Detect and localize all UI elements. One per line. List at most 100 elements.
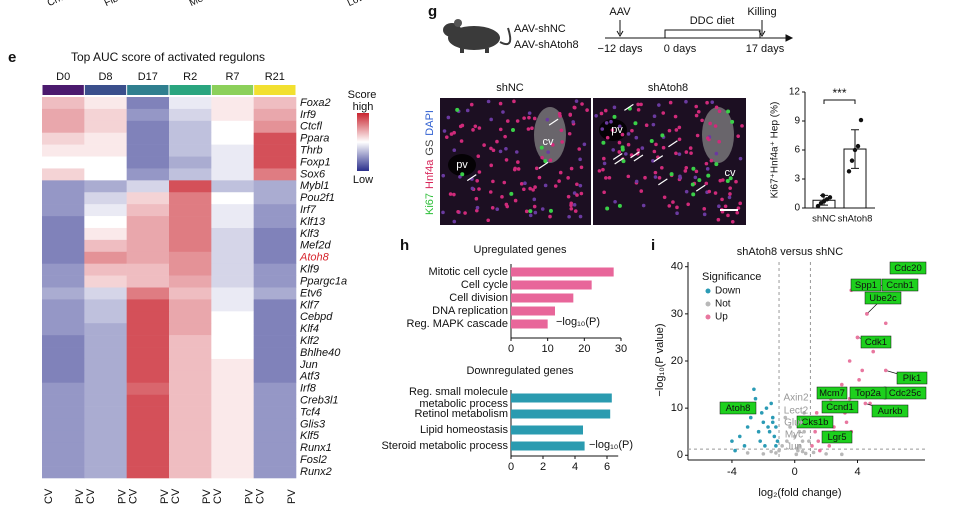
nucleus bbox=[684, 189, 689, 194]
heatmap-cell bbox=[211, 216, 254, 229]
nucleus bbox=[585, 108, 589, 112]
data-point bbox=[763, 444, 767, 448]
heatmap-cell bbox=[84, 156, 127, 169]
y-axis-label: Ki67⁺Hnf4a⁺ Hep (%) bbox=[770, 102, 781, 199]
row-label: Mef2d bbox=[300, 240, 331, 252]
data-point bbox=[788, 425, 792, 429]
nucleus bbox=[641, 203, 646, 208]
ki67-cell bbox=[605, 206, 610, 211]
data-point bbox=[748, 415, 753, 420]
heatmap-cell bbox=[126, 239, 170, 253]
nucleus bbox=[717, 109, 722, 114]
heatmap-cell bbox=[42, 120, 85, 134]
column-end-label: CV bbox=[85, 488, 97, 504]
x-tick-label: -4 bbox=[727, 466, 737, 478]
nucleus bbox=[617, 124, 622, 129]
nucleus bbox=[465, 108, 470, 113]
category-label-box: Lipid homeostasis bbox=[420, 424, 508, 436]
x-axis-label: log₂(fold change) bbox=[758, 487, 841, 499]
heatmap-cell bbox=[169, 311, 212, 324]
ki67-cell bbox=[633, 121, 638, 126]
nucleus bbox=[705, 100, 709, 105]
nucleus bbox=[489, 163, 494, 168]
panel-letter: i bbox=[651, 237, 655, 254]
row-label: Klf3 bbox=[300, 228, 320, 240]
data-point bbox=[800, 449, 805, 454]
category-label: DNA replication bbox=[432, 305, 508, 317]
nucleus bbox=[721, 178, 725, 182]
nucleus bbox=[533, 185, 537, 189]
nucleus bbox=[599, 111, 604, 116]
gene-label: Mcm7 bbox=[819, 388, 845, 399]
nucleus bbox=[620, 132, 625, 137]
nucleus bbox=[452, 219, 457, 224]
nucleus bbox=[469, 102, 474, 107]
heatmap-cell bbox=[42, 370, 85, 384]
nucleus bbox=[702, 207, 707, 211]
nucleus bbox=[545, 117, 550, 122]
nucleus bbox=[607, 175, 612, 180]
heatmap-cell bbox=[126, 335, 170, 348]
y-tick-label: 12 bbox=[789, 87, 801, 98]
data-point bbox=[780, 444, 784, 448]
ki67-cell bbox=[617, 203, 622, 208]
heatmap-cell bbox=[42, 406, 85, 419]
nucleus bbox=[667, 204, 672, 208]
nucleus bbox=[612, 105, 617, 110]
heatmap-cell bbox=[84, 430, 127, 443]
heatmap-cell bbox=[126, 144, 170, 157]
heatmap-cell bbox=[126, 418, 170, 431]
heatmap-cell bbox=[42, 442, 85, 455]
heatmap-cell bbox=[211, 132, 254, 145]
x-tick-label: shAtoh8 bbox=[838, 214, 873, 225]
heatmap-cell bbox=[211, 442, 254, 455]
y-tick-label: 40 bbox=[671, 261, 683, 273]
nucleus bbox=[452, 130, 456, 135]
nucleus bbox=[560, 140, 564, 144]
labelled-point bbox=[883, 368, 888, 373]
nucleus bbox=[736, 134, 740, 138]
nucleus bbox=[639, 189, 644, 193]
column-bar bbox=[127, 85, 169, 95]
data-point bbox=[807, 439, 811, 443]
heatmap-cell bbox=[253, 120, 297, 134]
data-point bbox=[756, 429, 761, 434]
y-axis-label: −log₁₀(P value) bbox=[654, 323, 666, 396]
heatmap-cell bbox=[211, 275, 254, 288]
heatmap-cell bbox=[169, 180, 212, 193]
heatmap-cell bbox=[126, 347, 170, 360]
heatmap-cell bbox=[126, 97, 170, 110]
row-label: Tcf4 bbox=[300, 406, 320, 418]
nucleus bbox=[491, 148, 496, 153]
heatmap-cell bbox=[126, 156, 170, 169]
nucleus bbox=[602, 161, 607, 166]
data-point bbox=[815, 203, 821, 209]
data-point bbox=[840, 452, 844, 457]
column-bar bbox=[254, 85, 296, 95]
data-point bbox=[769, 449, 773, 454]
heatmap-cell bbox=[211, 454, 254, 467]
nucleus bbox=[677, 152, 682, 156]
heatmap-cell bbox=[253, 358, 297, 372]
stain-name: DAPI bbox=[424, 110, 436, 136]
data-point bbox=[733, 448, 737, 453]
stain-name: GS bbox=[424, 140, 436, 156]
nucleus bbox=[504, 147, 508, 151]
legend-label: Not bbox=[715, 299, 731, 310]
heatmap-cell bbox=[84, 335, 127, 348]
heatmap-cell bbox=[253, 299, 297, 312]
nucleus bbox=[444, 135, 449, 139]
heatmap-cell bbox=[253, 382, 297, 395]
heatmap-cell bbox=[211, 180, 254, 193]
heatmap-cell bbox=[84, 192, 127, 205]
nucleus bbox=[696, 109, 701, 114]
row-label: Irf9 bbox=[300, 109, 316, 121]
nucleus bbox=[489, 146, 493, 151]
row-label: Etv6 bbox=[300, 287, 323, 299]
nucleus bbox=[442, 129, 447, 133]
gene-label-box bbox=[796, 415, 834, 429]
bar bbox=[511, 280, 592, 290]
heatmap-cell bbox=[84, 394, 127, 407]
arrow bbox=[466, 174, 477, 182]
nucleus bbox=[522, 116, 526, 120]
